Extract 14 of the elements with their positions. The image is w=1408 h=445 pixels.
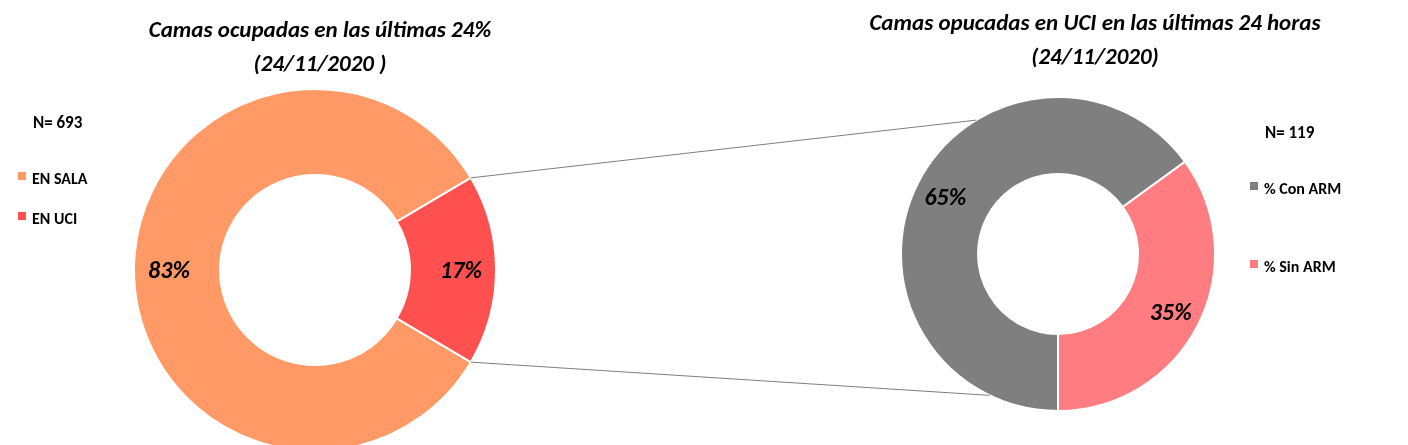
chart-title: Camas opucadas en UCI en las últimas 24 horas	[869, 8, 1322, 36]
chart-subtitle: (24/11/2020)	[1031, 42, 1159, 70]
data-label: 83%	[148, 255, 191, 285]
legend-label: EN SALA	[32, 168, 88, 188]
legend-label: % Con ARM	[1264, 178, 1342, 198]
chart-subtitle: (24/11/2020 )	[253, 49, 387, 77]
text: N= 119	[1265, 122, 1315, 143]
data-label: 35%	[1149, 296, 1193, 326]
text: N= 693	[33, 112, 83, 133]
legend-label: EN UCI	[32, 208, 78, 228]
data-label: 65%	[924, 181, 967, 211]
legend-label: % Sin ARM	[1264, 256, 1336, 276]
chart-title: Camas ocupadas en las últimas 24%	[148, 15, 492, 43]
data-label: 17%	[440, 255, 483, 285]
